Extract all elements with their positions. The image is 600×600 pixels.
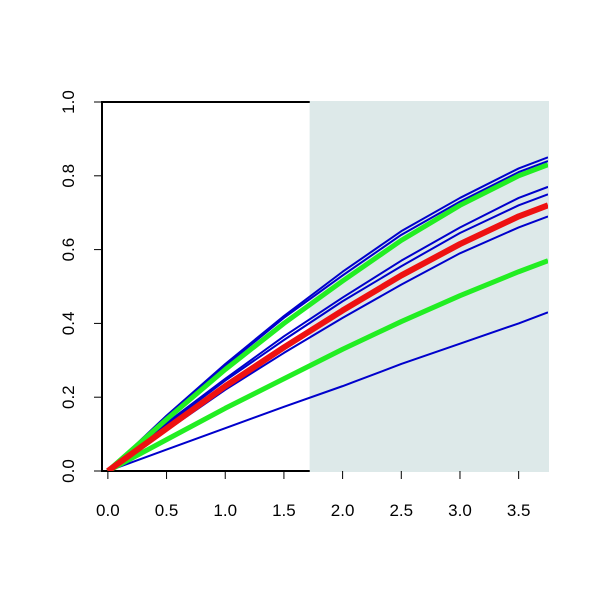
y-tick-label: 0.6 [59,238,78,262]
series-line [107,193,548,471]
series-line [107,311,548,471]
shaded-region-cover [309,101,549,472]
series-line [107,185,548,471]
series-line [106,202,548,471]
series-line [106,162,548,471]
x-tick-label: 2.0 [331,501,355,520]
x-tick-label: 2.5 [389,501,413,520]
series-line [106,258,548,471]
y-tick-label: 0.2 [59,385,78,409]
y-tick-label: 0.0 [59,459,78,483]
x-tick-label: 0.5 [155,501,179,520]
series-line [107,156,548,471]
x-tick-label: 1.5 [272,501,296,520]
x-tick-label: 1.0 [213,501,237,520]
y-tick-label: 0.8 [59,164,78,188]
y-tick-label: 0.4 [59,312,78,336]
x-tick-label: 3.5 [507,501,531,520]
y-tick-label: 1.0 [59,90,78,114]
x-tick-label: 3.0 [448,501,472,520]
x-tick-label: 0.0 [96,501,120,520]
